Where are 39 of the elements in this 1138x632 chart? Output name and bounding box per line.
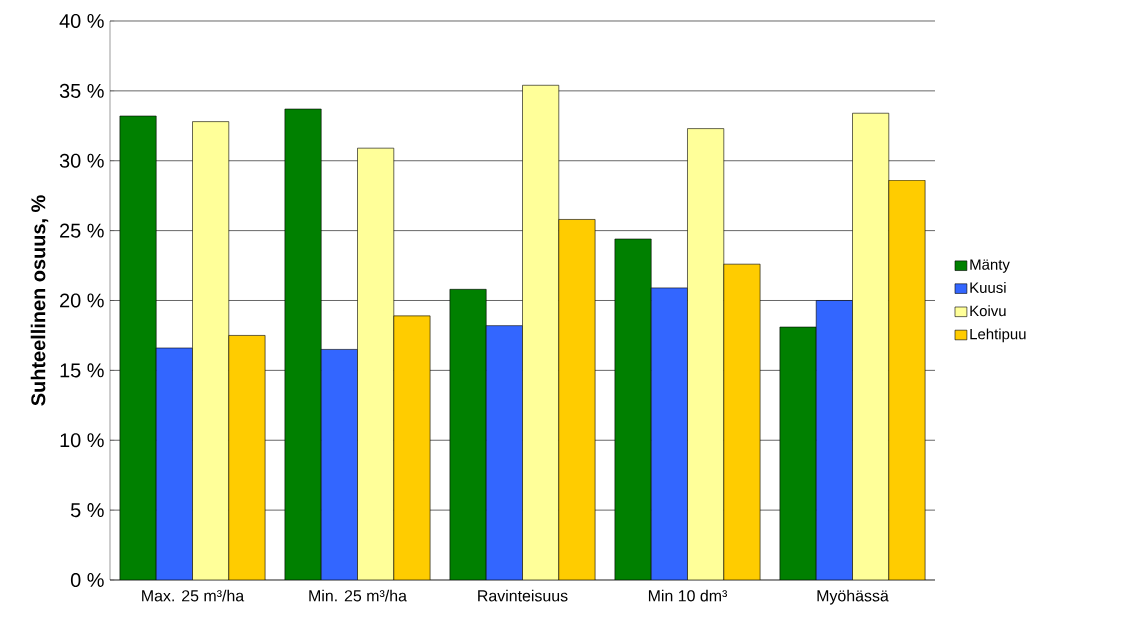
bar (558, 219, 596, 580)
x-tick-label: Min. 25 m³/ha (309, 589, 407, 602)
legend-label: Kuusi (970, 282, 1006, 293)
legend-label: Koivu (970, 305, 1006, 317)
bar (650, 287, 688, 580)
legend-label: Mänty (970, 259, 1010, 273)
bar (393, 315, 431, 580)
y-tick-label: 25 % (60, 223, 104, 238)
bar (119, 115, 157, 580)
y-axis-title: Suhteellinen osuus, % (30, 195, 49, 406)
bar (779, 326, 817, 580)
bar (192, 121, 230, 580)
bar (815, 300, 853, 580)
x-tick-label: Ravinteisuus (478, 589, 568, 602)
y-tick-label: 40 % (59, 13, 104, 29)
y-tick-label: 30 % (59, 153, 104, 168)
bar (284, 108, 322, 580)
y-tick-label: 10 % (60, 433, 104, 448)
bar (687, 128, 725, 580)
x-tick-label: Max. 25 m³/ha (142, 589, 245, 602)
x-tick-label: Myöhässä (817, 589, 889, 605)
y-tick-label: 35 % (59, 83, 104, 98)
bar (228, 335, 266, 580)
bar (614, 238, 652, 580)
bar (357, 147, 395, 580)
bar (522, 84, 560, 580)
y-tick-label: 15 % (60, 363, 104, 378)
bar (485, 325, 523, 580)
bar (723, 263, 761, 580)
bar (852, 112, 890, 580)
bar (449, 289, 487, 580)
bar (888, 180, 926, 580)
y-tick-label: 20 % (60, 293, 104, 308)
legend-label: Lehtipuu (970, 328, 1026, 343)
bar (155, 347, 193, 580)
bar (320, 349, 358, 580)
y-tick-label: 0 % (70, 572, 104, 588)
y-tick-label: 5 % (70, 503, 104, 518)
x-tick-label: Min 10 dm³ (648, 589, 728, 602)
